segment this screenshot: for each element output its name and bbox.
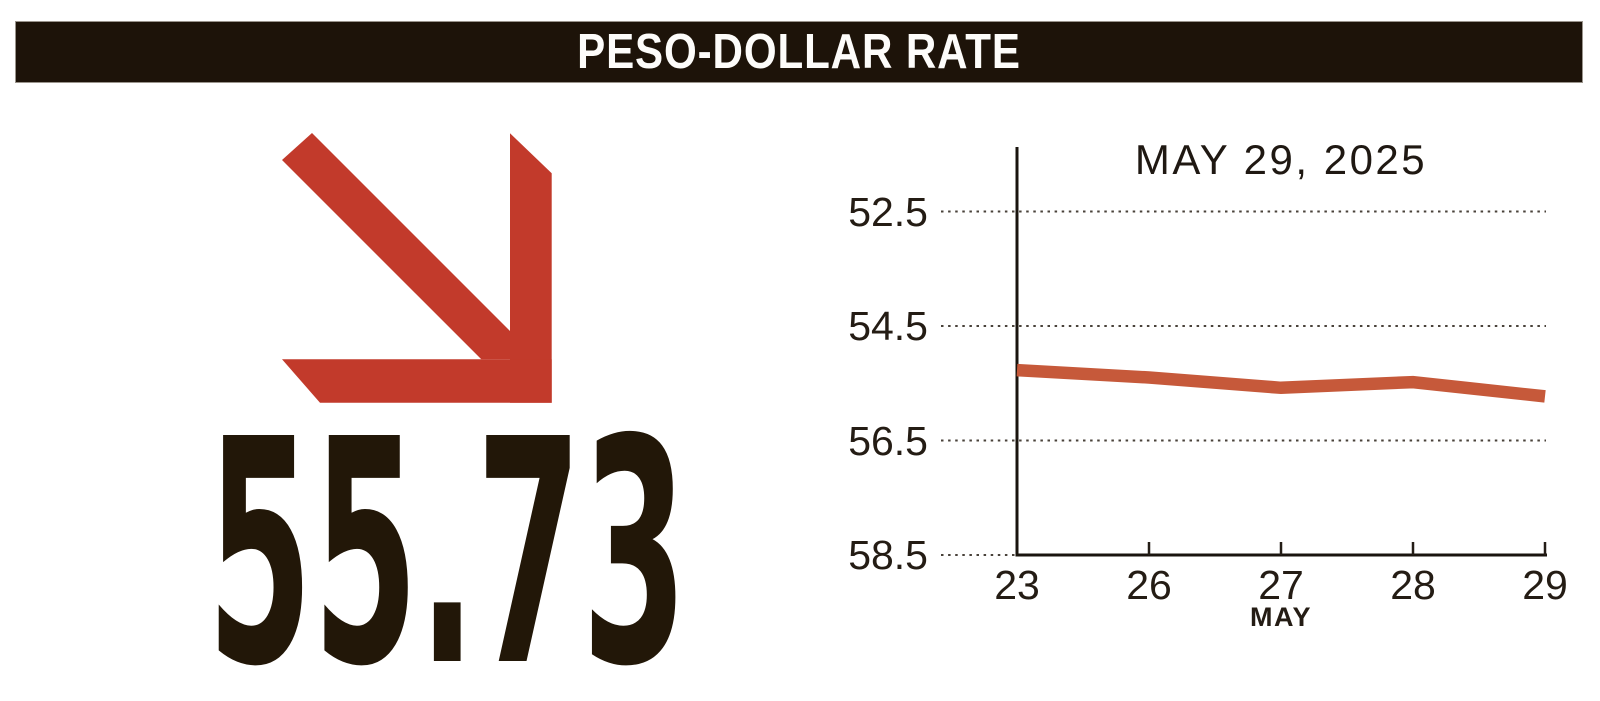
x-axis-tick-label: 26 bbox=[1126, 562, 1172, 608]
x-axis-tick-label: 29 bbox=[1522, 562, 1568, 608]
header-bar: PESO-DOLLAR RATE bbox=[15, 21, 1583, 83]
x-axis-tick-label: 27 bbox=[1258, 562, 1304, 608]
rate-value: 55.73 bbox=[207, 374, 688, 701]
down-right-arrow-icon bbox=[282, 133, 552, 403]
y-axis-tick-label: 58.5 bbox=[848, 532, 928, 578]
y-axis-tick-label: 56.5 bbox=[848, 417, 928, 464]
y-axis-tick-label: 54.5 bbox=[848, 303, 928, 349]
rate-line bbox=[1016, 363, 1546, 403]
x-axis-tick-label: 28 bbox=[1390, 562, 1436, 608]
page-title: PESO-DOLLAR RATE bbox=[577, 25, 1021, 79]
x-axis-label: MAY bbox=[1249, 602, 1313, 632]
x-axis-tick-label: 23 bbox=[994, 562, 1040, 608]
chart-title: MAY 29, 2025 bbox=[1134, 136, 1428, 183]
y-axis-tick-label: 52.5 bbox=[848, 188, 928, 235]
